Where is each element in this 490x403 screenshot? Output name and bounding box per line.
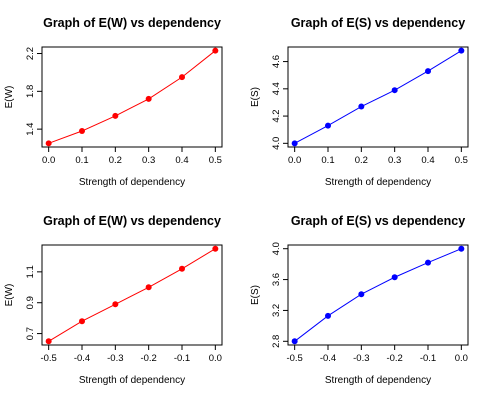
data-point [458, 47, 465, 54]
x-tick-label: 0.1 [75, 155, 88, 166]
y-tick-label: 4.6 [271, 55, 282, 68]
y-tick-label: 2.2 [25, 47, 36, 60]
plot-frame [287, 244, 469, 346]
data-point [358, 103, 365, 110]
x-tick-label: 0.0 [455, 353, 468, 364]
x-axis-label: Strength of dependency [325, 375, 431, 386]
panel-3: Graph of E(W) vs dependency -0.5 -0.4 -0.3 -… [4, 214, 223, 386]
chart-title: Graph of E(W) vs dependency [43, 214, 221, 228]
chart-title: Graph of E(S) vs dependency [291, 16, 465, 30]
chart-title: Graph of E(S) vs dependency [291, 214, 465, 228]
plot-frame [41, 46, 223, 148]
data-point [391, 274, 398, 281]
panel-1: Graph of E(W) vs dependency 0.0 0.1 0.2 0.3 0… [4, 16, 223, 188]
x-tick-label: 0.0 [288, 155, 301, 166]
series-line [294, 248, 462, 342]
y-tick-label: 4.0 [271, 242, 282, 255]
data-point [179, 265, 185, 272]
y-tick-label: 0.9 [25, 296, 36, 309]
y-axis-label: E(S) [250, 87, 261, 107]
x-tick-label: 0.2 [355, 155, 368, 166]
data-point [212, 47, 219, 54]
data-point [291, 140, 298, 147]
x-tick-label: 0.3 [388, 155, 401, 166]
x-tick-label: -0.5 [40, 353, 56, 364]
panel-2: Graph of E(S) vs dependency 0.0 0.1 0.2 0.3 0… [250, 16, 469, 188]
x-axis-label: Strength of dependency [79, 177, 185, 188]
y-tick-label: 4.0 [271, 137, 282, 150]
x-tick-label: 0.3 [142, 155, 155, 166]
chart-title: Graph of E(W) vs dependency [43, 16, 221, 30]
panel-4: Graph of E(S) vs dependency -0.5 -0.4 -0.3 -… [250, 214, 469, 386]
data-point [79, 318, 85, 325]
x-tick-label: 0.0 [42, 155, 55, 166]
x-tick-label: 0.5 [455, 155, 468, 166]
data-point [291, 338, 298, 345]
y-tick-label: 3.6 [271, 273, 282, 286]
x-tick-label: 0.4 [421, 155, 434, 166]
x-tick-label: -0.1 [174, 353, 190, 364]
y-tick-label: 1.8 [25, 85, 36, 98]
y-tick-label: 1.4 [25, 123, 36, 136]
y-axis-label: E(S) [250, 285, 261, 305]
x-tick-label: 0.1 [321, 155, 334, 166]
x-tick-label: -0.2 [386, 353, 402, 364]
x-tick-label: -0.4 [74, 353, 90, 364]
y-tick-label: 4.2 [271, 109, 282, 122]
x-tick-label: -0.3 [353, 353, 369, 364]
data-point [325, 312, 331, 319]
x-tick-label: 0.2 [109, 155, 122, 166]
x-tick-label: -0.3 [107, 353, 123, 364]
x-tick-label: -0.5 [286, 353, 302, 364]
series-line [48, 248, 216, 342]
x-tick-label: 0.5 [209, 155, 222, 166]
x-axis-label: Strength of dependency [79, 375, 185, 386]
x-tick-label: -0.4 [320, 353, 336, 364]
y-tick-label: 1.1 [25, 265, 36, 278]
x-tick-label: -0.2 [140, 353, 156, 364]
data-point [145, 95, 152, 102]
series-line [48, 50, 216, 144]
data-point [179, 74, 185, 81]
x-tick-label: -0.1 [420, 353, 436, 364]
y-tick-label: 4.4 [271, 82, 282, 95]
y-axis-label: E(W) [4, 86, 15, 109]
plot-frame [41, 244, 223, 346]
data-point [112, 301, 119, 308]
data-point [425, 68, 431, 75]
data-point [425, 259, 431, 266]
data-point [325, 122, 331, 129]
y-tick-label: 2.8 [271, 335, 282, 348]
data-point [79, 128, 85, 135]
x-axis-label: Strength of dependency [325, 177, 431, 188]
data-point [45, 140, 52, 147]
y-tick-label: 3.2 [271, 304, 282, 317]
series-line [294, 50, 462, 144]
y-tick-label: 0.7 [25, 327, 36, 340]
data-point [458, 245, 465, 252]
y-axis-label: E(W) [4, 284, 15, 307]
data-point [358, 291, 365, 298]
data-point [145, 284, 152, 291]
x-tick-label: 0.0 [209, 353, 222, 364]
data-point [212, 245, 219, 252]
data-point [391, 87, 398, 94]
data-point [112, 112, 119, 119]
x-tick-label: 0.4 [175, 155, 188, 166]
plot-frame [287, 46, 469, 148]
data-point [45, 338, 52, 345]
